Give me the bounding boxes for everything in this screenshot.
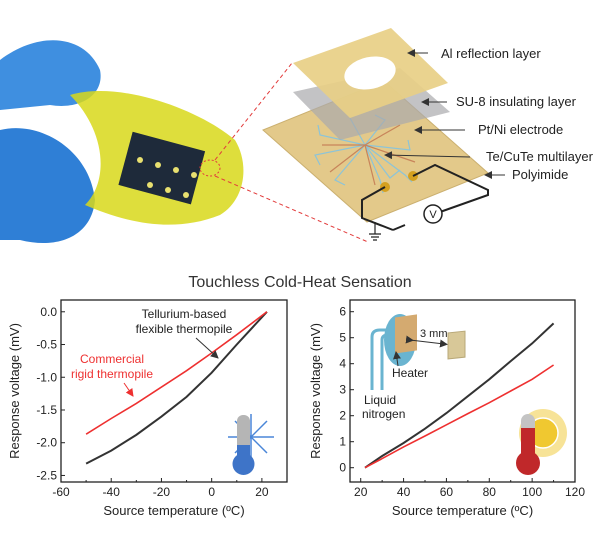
x-tick-label: -40 xyxy=(103,485,121,499)
glove-finger-bottom xyxy=(0,128,95,244)
y-tick-label: -2.0 xyxy=(36,436,57,450)
label-su8: SU-8 insulating layer xyxy=(456,94,577,109)
x-tick-label: -20 xyxy=(153,485,171,499)
y-tick-label: 5 xyxy=(339,331,346,345)
al-window xyxy=(344,56,396,90)
annotation-flexible-line1: Tellurium-based xyxy=(142,307,227,321)
x-tick-label: 20 xyxy=(255,485,269,499)
heat-chart: 20 40 60 80 100 120 0 1 2 3 4 5 6 Source temperature … xyxy=(308,299,585,518)
y-tick-label: -1.0 xyxy=(36,370,57,384)
thermometer-sun-icon xyxy=(516,409,567,475)
circuit-wire xyxy=(361,163,489,231)
x-tick-label: 40 xyxy=(397,485,411,499)
annotation-commercial-line1: Commercial xyxy=(80,352,144,366)
plot-frame xyxy=(60,299,288,483)
y-tick-label: -2.5 xyxy=(36,468,57,482)
inset-coolant-label-line2: nitrogen xyxy=(362,407,405,421)
thermometer-snowflake-icon xyxy=(228,414,274,475)
setup-inset: 3 mm Heater Liquid nitrogen xyxy=(362,314,466,421)
y-tick-label: 1 xyxy=(339,435,346,449)
y-tick-label: 0.0 xyxy=(40,305,57,319)
inset-coolant-label-line1: Liquid xyxy=(364,393,396,407)
layer-labels: Al reflection layer SU-8 insulating laye… xyxy=(384,46,594,182)
heater-block xyxy=(395,314,417,354)
label-polyimide: Polyimide xyxy=(512,167,568,182)
y-tick-label: 4 xyxy=(339,357,346,371)
thermopile-array xyxy=(118,131,206,205)
label-al-reflection: Al reflection layer xyxy=(441,46,541,61)
annotation-flexible-line2: flexible thermopile xyxy=(136,322,233,336)
y-tick-label: -0.5 xyxy=(36,338,57,352)
glove-finger-top xyxy=(0,40,101,110)
inset-heater-label: Heater xyxy=(392,366,428,380)
section-title: Touchless Cold-Heat Sensation xyxy=(188,274,411,291)
y-tick-label: 2 xyxy=(339,409,346,423)
sensor-chip xyxy=(447,330,466,360)
series-line-1 xyxy=(85,311,268,435)
series-line-0 xyxy=(85,311,268,465)
y-tick-label: 6 xyxy=(339,305,346,319)
device-photo xyxy=(0,40,369,244)
x-tick-label: 80 xyxy=(483,485,497,499)
x-tick-label: 100 xyxy=(522,485,542,499)
cold-chart-annotations: Tellurium-based flexible thermopile Comm… xyxy=(71,307,233,397)
x-tick-label: 60 xyxy=(440,485,454,499)
label-pt-ni: Pt/Ni electrode xyxy=(478,122,563,137)
zoom-region xyxy=(199,159,221,177)
series-line-0 xyxy=(364,322,555,469)
label-te-cute: Te/CuTe multilayer xyxy=(486,149,594,164)
x-tick-label: 120 xyxy=(565,485,585,499)
cold-chart: -60 -40 -20 0 20 0.0 -0.5 -1.0 -1.5 -2.0 -2.5 Sourc… xyxy=(7,299,288,518)
inset-distance-label: 3 mm xyxy=(420,328,448,340)
x-axis-label: Source temperature (ºC) xyxy=(103,503,244,518)
annotation-commercial-line2: rigid thermopile xyxy=(71,367,153,381)
y-tick-label: 3 xyxy=(339,383,346,397)
y-tick-label: 0 xyxy=(339,461,346,475)
y-axis-label: Response voltage (mV) xyxy=(7,323,22,459)
y-tick-label: -1.5 xyxy=(36,403,57,417)
x-tick-label: 20 xyxy=(354,485,368,499)
plot-frame xyxy=(349,299,576,483)
voltmeter-symbol: V xyxy=(429,209,437,221)
ground-icon xyxy=(369,222,381,241)
x-tick-label: 0 xyxy=(208,485,215,499)
x-tick-label: -60 xyxy=(52,485,70,499)
voltmeter-icon xyxy=(423,204,443,224)
x-axis-label: Source temperature (ºC) xyxy=(392,503,533,518)
y-axis-label: Response voltage (mV) xyxy=(308,323,323,459)
contact-pads xyxy=(137,157,197,198)
series-line-1 xyxy=(364,364,555,469)
